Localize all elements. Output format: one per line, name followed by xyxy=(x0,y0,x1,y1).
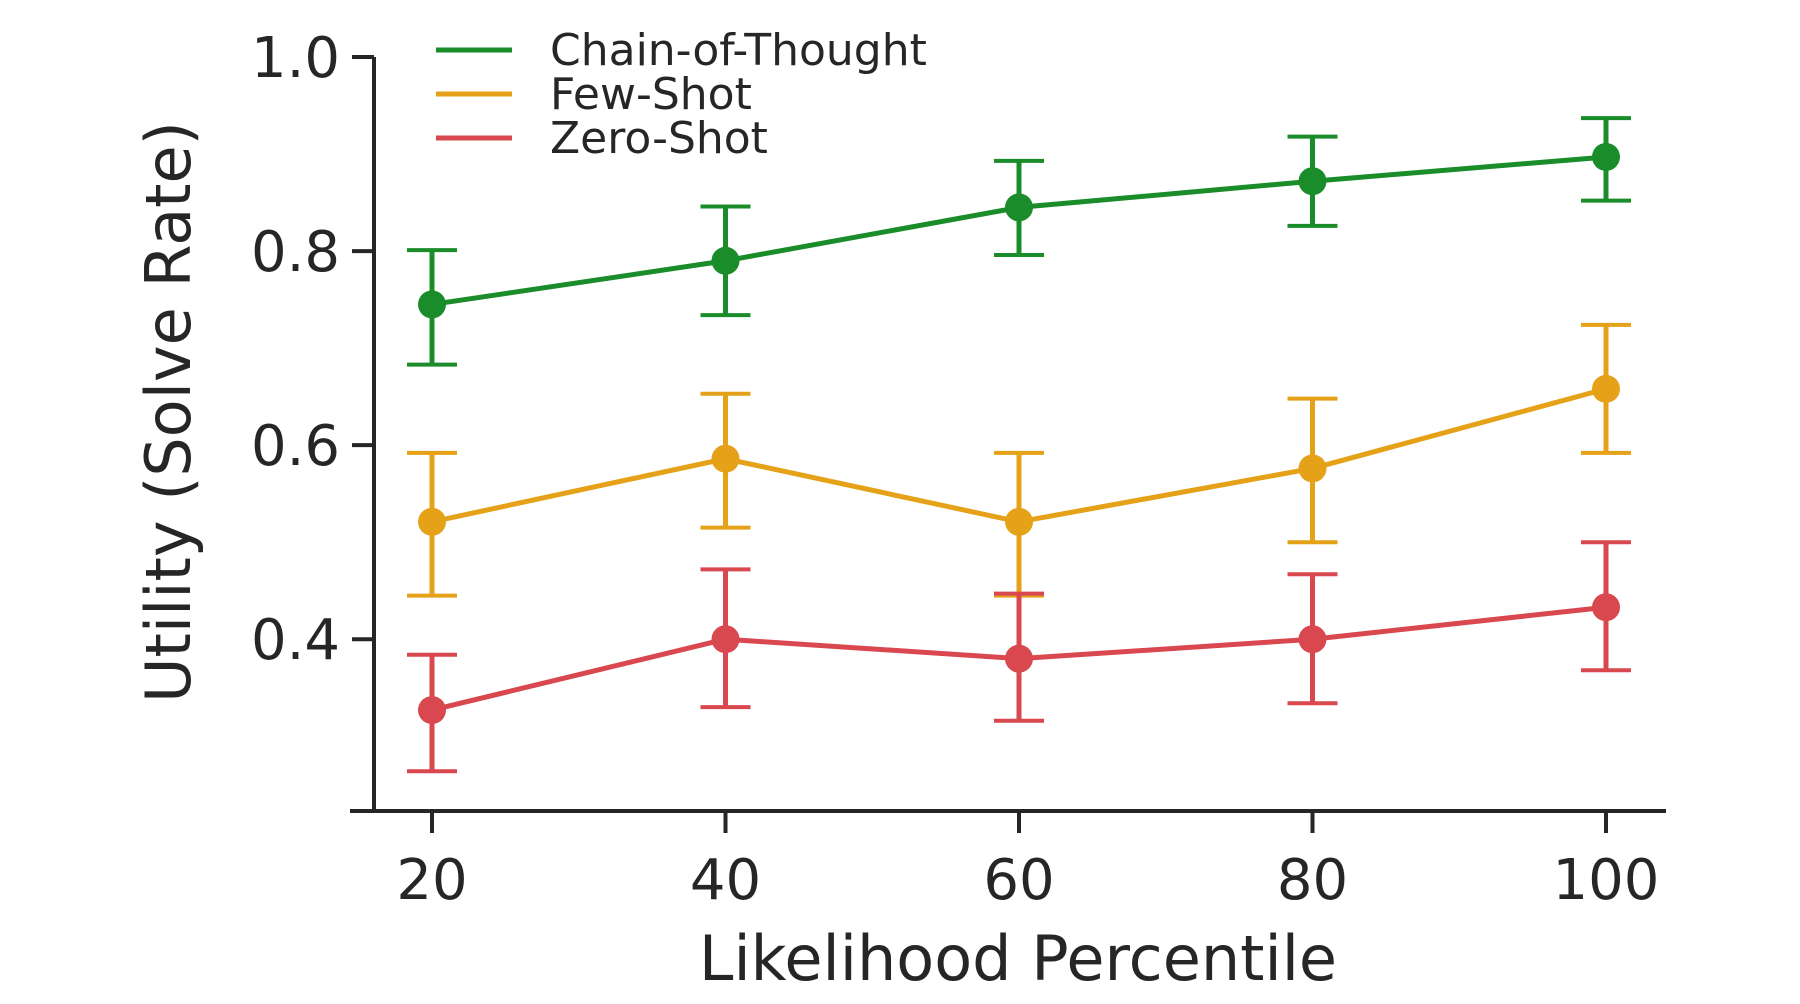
data-point xyxy=(418,290,446,319)
data-point xyxy=(711,444,740,473)
plot-area xyxy=(407,116,1631,774)
data-point xyxy=(1592,374,1620,403)
y-ticks: 0.4 0.6 0.8 1.0 xyxy=(251,26,374,673)
series-chain-of-thought xyxy=(407,116,1631,367)
x-ticks: 20 40 60 80 100 xyxy=(396,811,1659,913)
x-axis-title: Likelihood Percentile xyxy=(699,922,1337,995)
legend-label: Zero-Shot xyxy=(550,113,768,164)
data-point xyxy=(418,696,446,725)
legend-item: Few-Shot xyxy=(436,69,752,120)
data-point xyxy=(1592,142,1620,171)
x-tick-label: 20 xyxy=(396,848,467,913)
y-tick-label: 0.6 xyxy=(251,414,340,479)
series-few-shot xyxy=(407,322,1631,598)
x-tick-label: 40 xyxy=(690,848,761,913)
data-point xyxy=(1592,593,1620,622)
y-tick-label: 0.8 xyxy=(251,220,340,285)
legend-label: Chain-of-Thought xyxy=(550,25,927,76)
x-tick-label: 80 xyxy=(1277,848,1348,913)
data-point xyxy=(711,246,740,275)
x-tick-label: 100 xyxy=(1553,848,1660,913)
data-point xyxy=(418,507,446,536)
data-point xyxy=(1298,454,1327,483)
data-point xyxy=(1005,193,1033,222)
data-point xyxy=(711,625,740,654)
legend-item: Chain-of-Thought xyxy=(436,25,927,76)
data-point xyxy=(1298,167,1327,196)
data-point xyxy=(1005,644,1033,673)
y-tick-label: 0.4 xyxy=(251,608,340,673)
y-tick-label: 1.0 xyxy=(251,26,340,91)
data-point xyxy=(1005,507,1033,536)
data-point xyxy=(1298,625,1327,654)
legend-item: Zero-Shot xyxy=(436,113,768,164)
y-axis-title: Utility (Solve Rate) xyxy=(132,121,205,703)
series-zero-shot xyxy=(407,540,1631,774)
x-tick-label: 60 xyxy=(983,848,1054,913)
legend-label: Few-Shot xyxy=(550,69,752,120)
